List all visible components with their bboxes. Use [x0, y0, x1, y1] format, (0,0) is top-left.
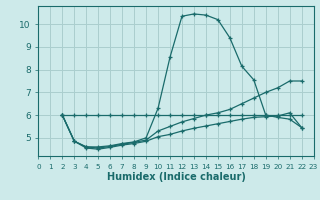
X-axis label: Humidex (Indice chaleur): Humidex (Indice chaleur): [107, 172, 245, 182]
